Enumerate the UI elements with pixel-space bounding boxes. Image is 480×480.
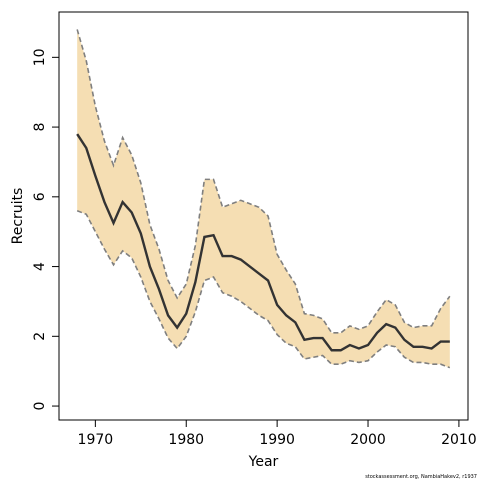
x-axis-title: Year (248, 454, 279, 470)
upper-bound-line (76, 29, 451, 334)
y-tick-label: 6 (32, 192, 48, 201)
y-tick-label: 10 (32, 48, 48, 66)
lower-bound-line (76, 210, 451, 369)
y-tick-label: 0 (32, 402, 48, 411)
y-tick-label: 8 (32, 123, 48, 132)
footer-note: stockassessment.org, NambiaHakev2, r1937 (365, 474, 477, 480)
x-tick-label: 2000 (350, 432, 386, 448)
x-tick-label: 1980 (168, 432, 204, 448)
x-tick-label: 1990 (259, 432, 295, 448)
y-axis: 0 2 4 6 8 10 (32, 48, 59, 411)
y-tick-label: 4 (32, 262, 48, 271)
confidence-band (77, 29, 450, 368)
y-tick-label: 2 (32, 332, 48, 341)
x-axis: 1970 1980 1990 2000 2010 (78, 420, 477, 448)
estimate-line (76, 133, 450, 352)
x-tick-label: 2010 (441, 432, 477, 448)
y-axis-title: Recruits (10, 188, 26, 245)
x-tick-label: 1970 (78, 432, 114, 448)
plot-frame (58, 11, 469, 421)
